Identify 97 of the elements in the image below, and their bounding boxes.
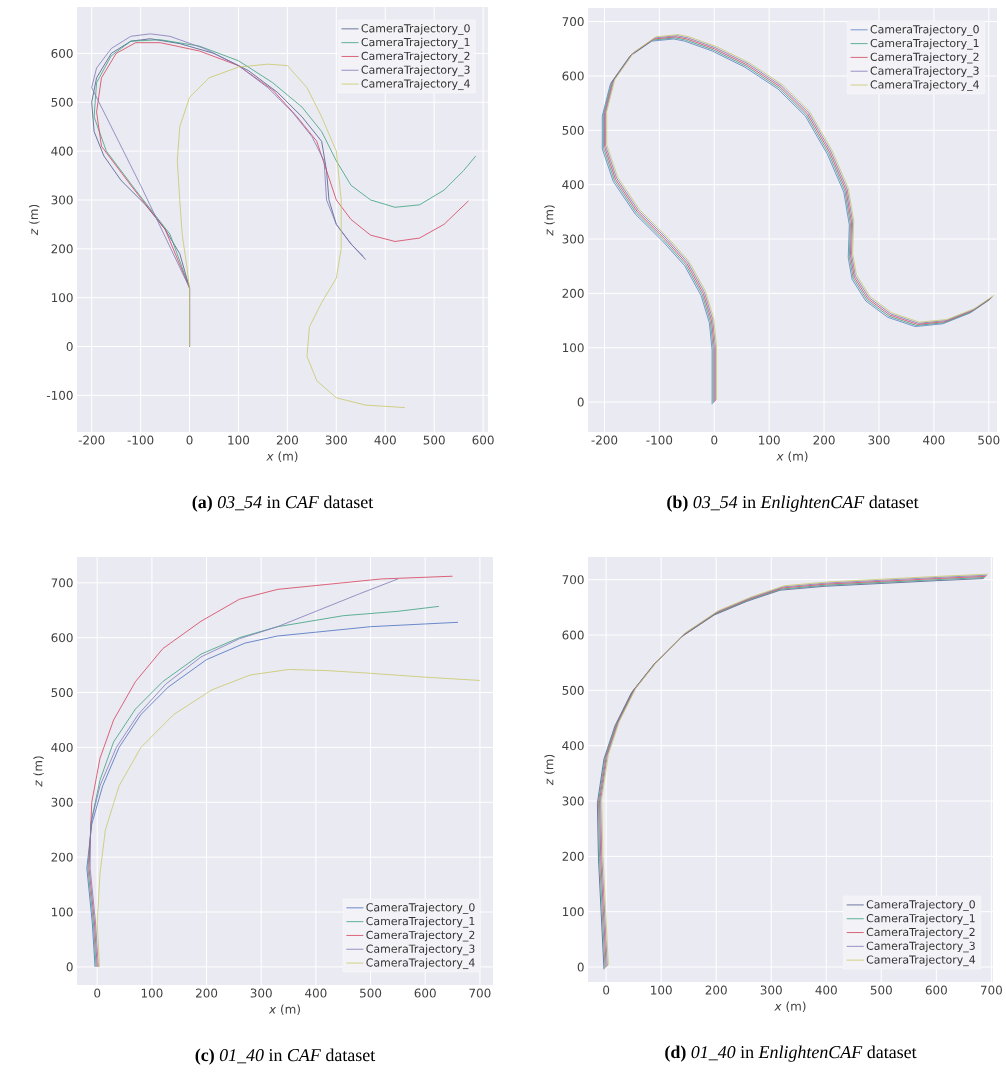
y-tick-label: 0: [577, 962, 584, 972]
y-tick-label: 300: [51, 797, 73, 807]
x-tick-label: 100: [759, 435, 780, 445]
x-tick-label: 300: [868, 435, 890, 445]
x-axis-title: x (m): [774, 1001, 806, 1013]
x-tick-label: 400: [305, 988, 327, 998]
y-tick-label: 500: [562, 125, 584, 135]
legend-label: CameraTrajectory_0: [866, 900, 975, 911]
legend-label: CameraTrajectory_4: [870, 80, 979, 92]
x-tick-label: 0: [711, 435, 718, 445]
x-tick-label: -200: [591, 435, 618, 445]
text: (a) 03_54 in CAF dataset: [192, 495, 374, 512]
legend-label: CameraTrajectory_0: [361, 23, 470, 35]
y-tick-label: 100: [562, 343, 584, 353]
y-tick-label: 100: [51, 293, 73, 303]
y-tick-label: 600: [51, 48, 73, 58]
y-axis-title: z (m): [544, 205, 555, 236]
x-tick-label: 400: [374, 435, 396, 445]
x-tick-label: 0: [603, 985, 610, 995]
x-tick-label: 200: [705, 985, 727, 995]
y-tick-label: 500: [51, 97, 73, 107]
x-axis-title: x (m): [268, 1004, 300, 1016]
legend-label: CameraTrajectory_2: [361, 51, 470, 63]
legend-label: CameraTrajectory_4: [366, 958, 475, 970]
legend-label: CameraTrajectory_1: [361, 37, 470, 49]
legend-label: CameraTrajectory_3: [870, 66, 979, 78]
x-tick-label: 600: [925, 985, 947, 995]
legend-label: CameraTrajectory_1: [366, 916, 475, 928]
y-tick-label: 0: [66, 341, 73, 352]
legend-label: CameraTrajectory_2: [870, 52, 979, 64]
y-tick-label: 700: [562, 17, 584, 27]
x-tick-label: 400: [815, 985, 837, 995]
x-tick-label: 100: [651, 985, 672, 995]
y-tick-label: 400: [51, 146, 73, 156]
y-tick-label: 400: [562, 180, 584, 190]
y-tick-label: 200: [51, 244, 73, 254]
x-axis-title: x (m): [266, 451, 298, 463]
x-axis-title: x (m): [776, 451, 808, 463]
y-tick-label: 200: [51, 852, 73, 862]
x-tick-label: 600: [414, 988, 436, 998]
x-tick-label: 700: [980, 985, 1002, 995]
legend-label: CameraTrajectory_0: [366, 902, 475, 914]
y-tick-label: 400: [562, 741, 584, 751]
y-tick-label: 600: [562, 71, 584, 81]
x-tick-label: 500: [978, 435, 1000, 445]
text: (c) 01_40 in CAF dataset: [195, 1048, 376, 1065]
legend-label: CameraTrajectory_3: [366, 944, 475, 956]
y-tick-label: 500: [562, 685, 584, 695]
x-tick-label: 500: [870, 985, 892, 995]
y-tick-label: -100: [46, 390, 73, 400]
legend-label: CameraTrajectory_0: [870, 24, 979, 36]
y-axis-title: z (m): [28, 204, 40, 236]
text: (d) 01_40 in EnlightenCAF dataset: [665, 1045, 917, 1062]
x-tick-label: 200: [813, 435, 835, 445]
y-tick-label: 600: [51, 633, 73, 643]
x-tick-label: 100: [228, 435, 250, 445]
legend-label: CameraTrajectory_1: [870, 38, 979, 50]
y-tick-label: 200: [562, 288, 584, 298]
y-tick-label: 300: [562, 796, 584, 806]
x-tick-label: 300: [325, 435, 347, 445]
y-tick-label: 700: [562, 575, 584, 585]
x-tick-label: -100: [646, 435, 673, 445]
y-tick-label: 700: [51, 578, 73, 588]
legend-label: CameraTrajectory_2: [366, 930, 475, 942]
y-tick-label: 100: [562, 907, 584, 917]
x-tick-label: 300: [760, 985, 782, 995]
x-tick-label: 500: [360, 988, 382, 998]
x-tick-label: 0: [186, 435, 193, 445]
y-tick-label: 0: [66, 962, 73, 972]
y-tick-label: 300: [51, 195, 73, 205]
x-tick-label: 400: [923, 435, 945, 445]
y-tick-label: 400: [51, 742, 73, 752]
legend-label: CameraTrajectory_2: [866, 927, 975, 939]
y-tick-label: 600: [562, 630, 584, 640]
legend-label: CameraTrajectory_4: [361, 79, 470, 91]
x-tick-label: 100: [141, 988, 163, 998]
x-tick-label: 600: [472, 435, 494, 445]
y-tick-label: 100: [51, 907, 73, 917]
x-tick-label: 300: [250, 988, 272, 998]
legend-label: CameraTrajectory_3: [361, 65, 470, 77]
text: (b) 03_54 in EnlightenCAF dataset: [667, 495, 919, 512]
legend-label: CameraTrajectory_4: [866, 955, 976, 967]
legend-label: CameraTrajectory_3: [866, 941, 975, 953]
y-tick-label: 300: [562, 234, 584, 244]
x-tick-label: 200: [276, 435, 298, 445]
x-tick-label: 500: [423, 435, 445, 445]
legend-label: CameraTrajectory_1: [866, 913, 975, 925]
y-tick-label: 500: [51, 688, 73, 698]
x-tick-label: 0: [94, 988, 101, 998]
x-tick-label: -100: [127, 435, 154, 445]
y-axis-title: z (m): [544, 754, 555, 786]
y-tick-label: 0: [577, 397, 584, 407]
x-tick-label: -200: [78, 435, 105, 445]
y-tick-label: 200: [562, 851, 584, 861]
x-tick-label: 200: [195, 988, 218, 998]
y-axis-title: z (m): [33, 756, 44, 787]
x-tick-label: 700: [469, 988, 491, 998]
